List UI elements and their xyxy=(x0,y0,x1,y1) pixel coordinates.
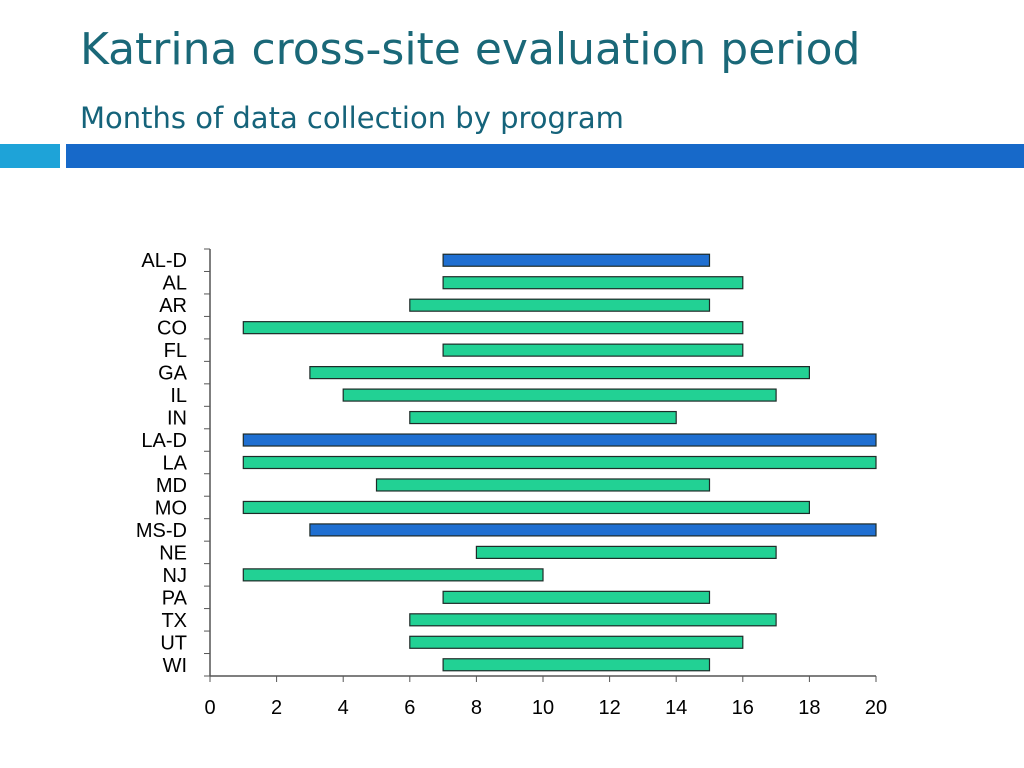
bar-il xyxy=(342,388,777,402)
bar-mo xyxy=(242,500,810,515)
category-label: UT xyxy=(160,632,187,654)
bar-tx xyxy=(409,613,777,627)
x-tick-label: 16 xyxy=(732,697,754,719)
x-tick-label: 0 xyxy=(204,697,215,719)
x-tick-label: 14 xyxy=(665,697,687,719)
accent-band-left xyxy=(0,144,60,168)
category-label: MO xyxy=(155,497,187,519)
category-label: NJ xyxy=(163,565,187,587)
bar-md xyxy=(375,478,711,492)
category-label: WI xyxy=(163,655,187,677)
bar-ar xyxy=(409,298,711,312)
bar-ms-d xyxy=(309,523,877,537)
accent-band-right xyxy=(66,144,1024,168)
x-tick-label: 12 xyxy=(598,697,620,719)
category-label: AL xyxy=(163,273,187,295)
category-label: IN xyxy=(167,408,187,430)
category-label: MD xyxy=(156,475,187,497)
x-tick-label: 4 xyxy=(338,697,349,719)
bar-la-d xyxy=(242,433,877,447)
slide-title: Katrina cross-site evaluation period xyxy=(80,24,861,75)
slide-subtitle: Months of data collection by program xyxy=(80,101,624,135)
x-tick-label: 10 xyxy=(532,697,554,719)
x-tick-label: 18 xyxy=(798,697,820,719)
x-tick-label: 20 xyxy=(865,697,887,719)
bar-wi xyxy=(442,658,711,672)
category-label: GA xyxy=(158,363,188,385)
bar-ne xyxy=(475,545,777,559)
category-label: AL-D xyxy=(141,250,187,272)
category-label: PA xyxy=(162,587,188,609)
category-label: MS-D xyxy=(136,520,187,542)
bar-fl xyxy=(442,343,744,357)
bar-pa xyxy=(442,590,711,604)
x-tick-label: 2 xyxy=(271,697,282,719)
bar-al-d xyxy=(442,253,711,267)
bar-in xyxy=(409,410,677,425)
category-label: AR xyxy=(159,295,187,317)
category-label: LA xyxy=(163,453,188,475)
x-tick-label: 6 xyxy=(404,697,415,719)
category-label: CO xyxy=(157,318,187,340)
category-label: LA-D xyxy=(141,430,187,452)
bar-ut xyxy=(409,635,744,649)
category-label: TX xyxy=(161,610,187,632)
bar-la xyxy=(242,455,877,470)
category-label: NE xyxy=(159,542,187,564)
bar-nj xyxy=(242,568,544,582)
category-label: IL xyxy=(170,385,187,407)
bar-ga xyxy=(309,366,810,380)
category-label: FL xyxy=(164,340,187,362)
bar-al xyxy=(442,276,744,290)
x-tick-label: 8 xyxy=(471,697,482,719)
bar-co xyxy=(242,321,744,335)
